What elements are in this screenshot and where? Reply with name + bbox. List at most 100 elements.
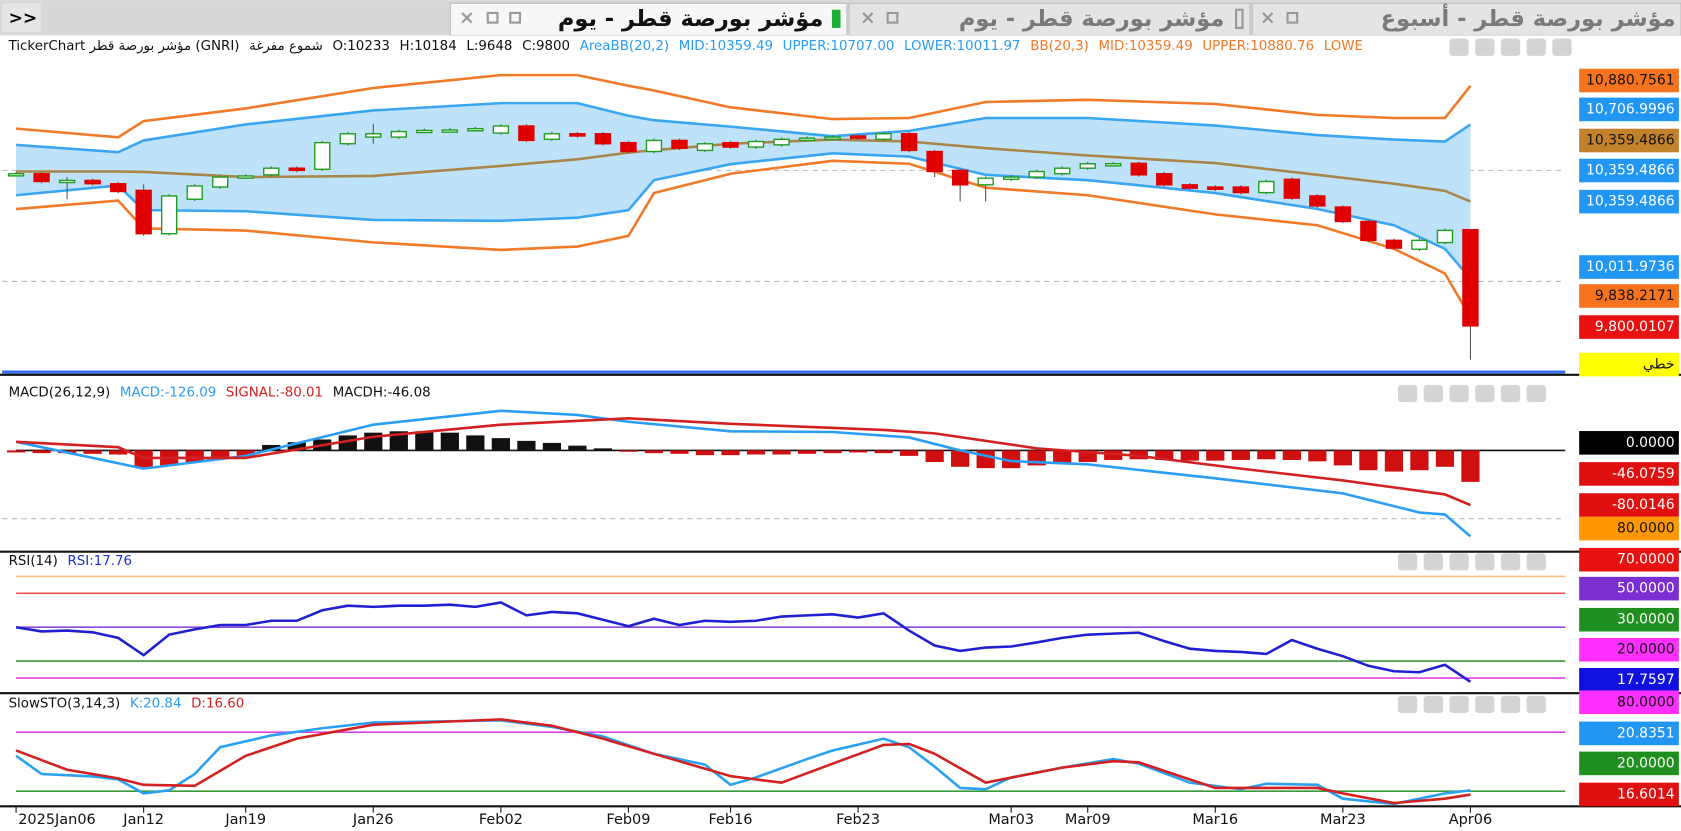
tab-icons[interactable] <box>461 8 1299 30</box>
panel-button[interactable] <box>1475 38 1495 56</box>
candle-body <box>109 183 127 193</box>
panel-button[interactable] <box>1423 695 1444 713</box>
candle-body <box>747 140 765 148</box>
legend-text: RSI:17.76 <box>67 554 132 569</box>
candle-body <box>518 125 535 142</box>
value-tag <box>1579 690 1679 715</box>
histogram-bar <box>746 450 766 455</box>
candle-body <box>390 130 408 138</box>
panel-button[interactable] <box>1526 384 1546 403</box>
candle-body <box>1028 170 1045 178</box>
histogram-bar <box>848 450 868 453</box>
candle-body <box>1181 184 1198 189</box>
x-tick-label: Jan12 <box>122 812 164 828</box>
candle-body <box>84 179 101 185</box>
histogram-bar <box>1002 450 1021 469</box>
candle-body <box>1309 195 1326 207</box>
tab-scroll-button[interactable] <box>2 3 41 33</box>
candle-body <box>441 129 459 133</box>
candle-body <box>798 137 816 142</box>
histogram-bar <box>951 450 970 467</box>
tab-title[interactable]: مؤشر بورصة قطر - يوم <box>558 6 823 32</box>
panel-button[interactable] <box>1397 384 1418 403</box>
candle-body <box>849 135 867 139</box>
histogram-bar <box>593 448 613 451</box>
candle-body <box>1283 178 1301 199</box>
value-tag <box>1579 462 1679 486</box>
panel-button[interactable] <box>1500 38 1521 56</box>
value-tag <box>1579 189 1679 214</box>
histogram-bar <box>109 450 128 455</box>
tab-title[interactable]: مؤشر بورصة قطر - أسبوع <box>1381 3 1676 32</box>
candle-body <box>1156 173 1173 186</box>
panel-button[interactable] <box>1475 553 1495 571</box>
panel-button[interactable] <box>1500 695 1521 713</box>
histogram-bar <box>619 450 638 452</box>
value-tag <box>1579 637 1679 662</box>
panel-button[interactable] <box>1397 695 1418 713</box>
candle-body <box>135 189 152 235</box>
x-tick-label: Mar03 <box>988 812 1034 828</box>
value-tag-label: 16.6014 <box>1617 786 1675 802</box>
panel-button[interactable] <box>1552 38 1572 56</box>
histogram-bar <box>899 450 919 456</box>
panel: MACD(26,12,9) MACD:-126.09 SIGNAL:-80.01 MA… <box>0 384 1681 553</box>
histogram-bar <box>1206 450 1225 461</box>
indicator-line <box>15 718 1471 805</box>
histogram-bar <box>823 450 842 454</box>
candle-body <box>492 125 510 134</box>
x-tick-label: Mar09 <box>1065 812 1111 828</box>
candle-body <box>722 141 739 148</box>
histogram-bar <box>517 440 536 451</box>
panel-button[interactable] <box>1449 695 1469 713</box>
panel-button[interactable] <box>1526 553 1546 571</box>
legend-text: O:10233 <box>332 39 389 54</box>
legend-text: LOWE <box>1324 39 1363 54</box>
legend-text: TickerChart مؤشر بورصة قطر (GNRI) <box>8 39 240 54</box>
legend-text: UPPER:10880.76 <box>1202 39 1314 54</box>
tab[interactable] <box>848 2 1251 36</box>
candle-body <box>58 179 76 184</box>
candle-body <box>416 129 433 134</box>
histogram-bar <box>211 450 230 459</box>
x-tick-label: Mar16 <box>1192 812 1238 828</box>
value-tag-label: 9,838.2171 <box>1595 288 1675 304</box>
histogram-bar <box>1359 450 1378 471</box>
panel-button[interactable] <box>1475 384 1495 403</box>
panel-button[interactable] <box>1449 553 1469 571</box>
histogram-bar <box>797 450 817 454</box>
candle-body <box>1334 206 1352 223</box>
panel-button[interactable] <box>1423 384 1444 403</box>
candle-body <box>1258 180 1275 194</box>
value-tag-label: 10,359.4866 <box>1586 194 1675 210</box>
tab-scroll-label[interactable]: >> <box>9 8 38 28</box>
panel-button[interactable] <box>1475 695 1495 713</box>
histogram-bar <box>1333 450 1352 466</box>
candle-body <box>1105 163 1122 167</box>
histogram-bar <box>1308 450 1327 462</box>
histogram-bar <box>568 445 587 451</box>
candle-body <box>7 173 25 177</box>
tab-title[interactable]: مؤشر بورصة قطر - يوم <box>959 6 1224 32</box>
panel-button[interactable] <box>1449 38 1469 56</box>
x-tick-label: Feb23 <box>836 812 880 828</box>
value-tag-label: -46.0759 <box>1612 466 1675 482</box>
candle-body <box>1462 228 1479 327</box>
value-tag <box>1579 284 1679 308</box>
histogram-bar <box>1231 450 1250 460</box>
candle-body <box>543 133 561 141</box>
panel-button[interactable] <box>1500 553 1521 571</box>
panel-button[interactable] <box>1526 695 1546 713</box>
histogram-bar <box>1257 450 1276 460</box>
value-tag <box>1579 352 1679 377</box>
histogram-bar <box>236 450 255 456</box>
legend-text: MACDH:-46.08 <box>333 385 431 400</box>
panel-button[interactable] <box>1397 553 1418 571</box>
panel-button[interactable] <box>1423 553 1444 571</box>
candle-body <box>875 133 892 141</box>
panel-button[interactable] <box>1500 384 1521 403</box>
panel-button[interactable] <box>1526 38 1546 56</box>
panel-button[interactable] <box>1449 384 1469 403</box>
tab[interactable] <box>1251 2 1681 36</box>
value-tag-label: -80.0146 <box>1612 497 1675 513</box>
